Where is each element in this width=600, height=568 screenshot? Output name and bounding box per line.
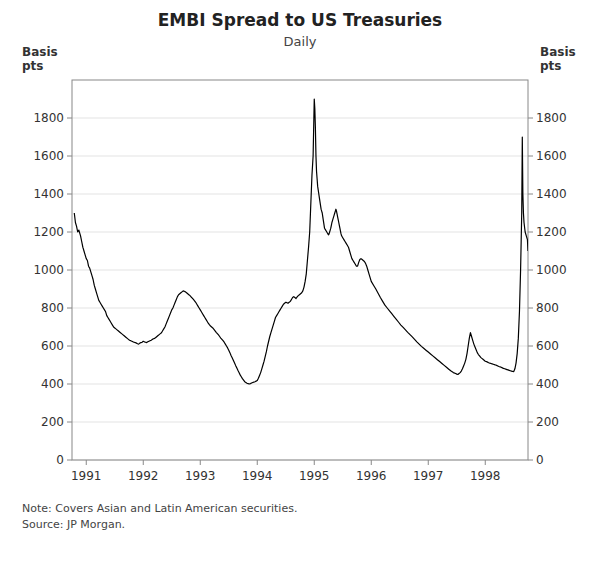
x-tick (314, 460, 315, 465)
x-tick (86, 460, 87, 465)
grid-line (72, 194, 528, 195)
x-tick-label: 1993 (185, 469, 216, 483)
grid-line (72, 308, 528, 309)
y-tick (67, 194, 72, 195)
grid-line (72, 270, 528, 271)
y2-tick (528, 118, 533, 119)
plot-frame (72, 80, 528, 460)
y2-tick (528, 156, 533, 157)
y-axis: 0 200 400 600 800 1000 1200 1400 1600 1800 Basispt… (22, 45, 72, 467)
y2-tick (528, 422, 533, 423)
note: Source: JP Morgan. (22, 518, 125, 531)
series-line (74, 99, 528, 384)
y2-tick-label: 400 (536, 377, 559, 391)
y-tick-label: 0 (56, 453, 64, 467)
y2-tick (528, 194, 533, 195)
y2-tick (528, 460, 533, 461)
x-tick (371, 460, 372, 465)
y2-axis: 0 200 400 600 800 1000 1200 1400 1600 1800 Basispt… (528, 45, 576, 467)
grid-line (72, 156, 528, 157)
y-tick (67, 232, 72, 233)
y-tick (67, 346, 72, 347)
grid (72, 118, 528, 460)
y2-tick (528, 232, 533, 233)
y-axis-label: pts (22, 59, 43, 73)
grid-line (72, 384, 528, 385)
title: EMBI Spread to US Treasuries (158, 10, 443, 30)
grid-line (72, 232, 528, 233)
y2-tick-label: 1200 (536, 225, 567, 239)
x-tick-label: 1992 (128, 469, 159, 483)
subtitle: Daily (284, 34, 317, 49)
x-tick-label: 1995 (299, 469, 330, 483)
y-tick-label: 600 (41, 339, 64, 353)
y2-tick-label: 1800 (536, 111, 567, 125)
y-tick-label: 800 (41, 301, 64, 315)
x-tick-label: 1996 (356, 469, 387, 483)
y2-tick-label: 200 (536, 415, 559, 429)
y-tick (67, 118, 72, 119)
y2-tick-label: 1600 (536, 149, 567, 163)
y-axis-label: Basis (22, 45, 58, 59)
y2-axis-label: Basis (540, 45, 576, 59)
y-tick (67, 422, 72, 423)
y2-tick-label: 0 (536, 453, 544, 467)
x-tick-label: 1994 (242, 469, 273, 483)
y-tick (67, 384, 72, 385)
x-tick-label: 1998 (470, 469, 501, 483)
y-tick (67, 270, 72, 271)
y-tick (67, 308, 72, 309)
x-axis: 1991 1992 1993 1994 1995 1996 1997 1998 (71, 460, 501, 483)
y2-axis-label: pts (540, 59, 561, 73)
grid-line (72, 118, 528, 119)
grid-line (72, 346, 528, 347)
y2-tick-label: 800 (536, 301, 559, 315)
y-tick-label: 1000 (33, 263, 64, 277)
data (74, 99, 528, 384)
x-tick (485, 460, 486, 465)
y2-tick (528, 270, 533, 271)
y-tick-label: 1200 (33, 225, 64, 239)
grid-line (72, 422, 528, 423)
x-tick-label: 1991 (71, 469, 102, 483)
x-tick (428, 460, 429, 465)
x-tick (143, 460, 144, 465)
y-tick (67, 460, 72, 461)
x-tick (200, 460, 201, 465)
y-tick (67, 156, 72, 157)
note: Note: Covers Asian and Latin American se… (22, 502, 297, 515)
y2-tick-label: 1000 (536, 263, 567, 277)
y-tick-label: 1800 (33, 111, 64, 125)
y2-tick-label: 600 (536, 339, 559, 353)
x-tick-label: 1997 (413, 469, 444, 483)
y2-tick (528, 308, 533, 309)
y2-tick (528, 346, 533, 347)
x-tick (257, 460, 258, 465)
y-tick-label: 1400 (33, 187, 64, 201)
y2-tick-label: 1400 (536, 187, 567, 201)
y-tick-label: 400 (41, 377, 64, 391)
y-tick-label: 1600 (33, 149, 64, 163)
y-tick-label: 200 (41, 415, 64, 429)
y2-tick (528, 384, 533, 385)
chart: EMBI Spread to US Treasuries Daily 0 200 400… (0, 0, 600, 568)
